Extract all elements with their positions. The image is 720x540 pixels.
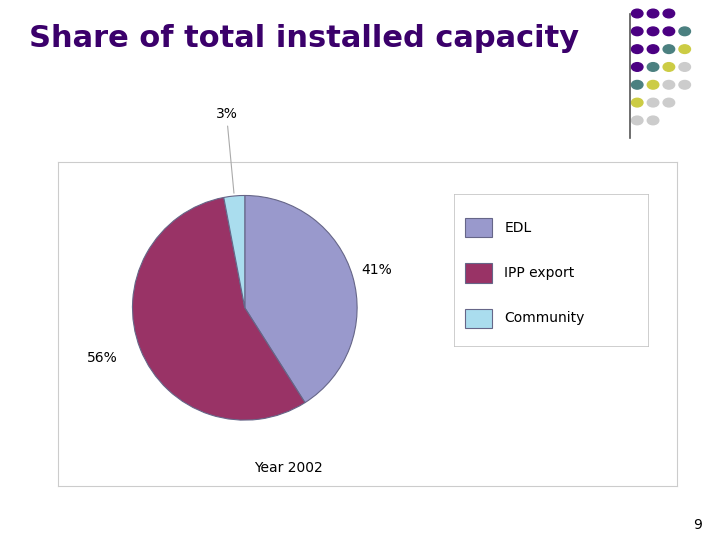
Text: 56%: 56%: [86, 351, 117, 365]
Text: Share of total installed capacity: Share of total installed capacity: [29, 24, 579, 53]
Wedge shape: [132, 198, 305, 420]
FancyBboxPatch shape: [465, 218, 492, 238]
Text: 41%: 41%: [361, 262, 392, 276]
Text: IPP export: IPP export: [504, 266, 575, 280]
Text: EDL: EDL: [504, 221, 531, 235]
Text: 3%: 3%: [217, 107, 238, 122]
FancyBboxPatch shape: [465, 263, 492, 283]
Wedge shape: [245, 195, 357, 403]
FancyBboxPatch shape: [465, 308, 492, 328]
Wedge shape: [224, 195, 245, 308]
Text: Year 2002: Year 2002: [253, 462, 323, 476]
Text: Community: Community: [504, 312, 585, 326]
Text: 9: 9: [693, 518, 702, 532]
